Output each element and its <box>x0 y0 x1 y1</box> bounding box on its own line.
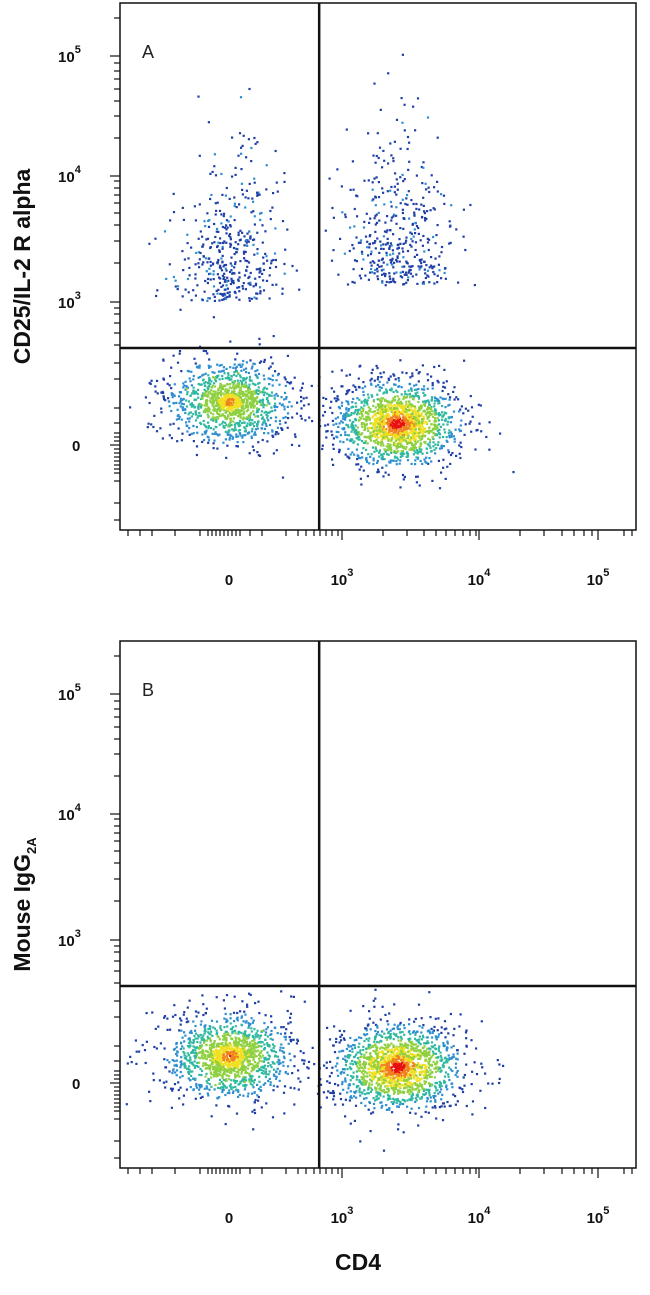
y-tick-label: 0 <box>72 1076 80 1093</box>
y-axis-title: CD25/IL-2 R alpha <box>9 169 35 365</box>
y-tick-label: 105 <box>58 44 81 66</box>
x-axis-ticks <box>127 530 633 540</box>
population-core-2 <box>364 399 438 450</box>
x-tick-label: 104 <box>468 567 492 589</box>
population-4 <box>324 53 476 287</box>
y-tick-label: 103 <box>58 290 81 312</box>
plot-panels: A 0 103 104 105 0 103 104 105 CD25/IL-2 R alpha B 0… <box>9 2 637 1275</box>
y-tick-label: 0 <box>72 438 80 455</box>
y-tick-label: 104 <box>58 802 82 824</box>
panel-label: A <box>142 42 154 62</box>
population-3 <box>148 87 301 302</box>
x-axis-ticks <box>127 1168 633 1178</box>
x-tick-label: 0 <box>225 1210 233 1227</box>
x-tick-label: 103 <box>331 567 354 589</box>
panel-b: B 0 103 104 105 0 103 104 105 Mouse IgG2A CD4 <box>9 640 637 1275</box>
plot-frame <box>119 2 637 531</box>
plot-frame <box>119 640 637 1169</box>
population-core-2 <box>357 1038 438 1090</box>
event-dots <box>125 988 505 1152</box>
y-tick-label: 103 <box>58 928 81 950</box>
population-core-1 <box>201 1029 264 1087</box>
y-tick-label: 105 <box>58 682 81 704</box>
x-tick-label: 0 <box>225 572 233 589</box>
population-core-1 <box>185 371 268 428</box>
y-axis-title: Mouse IgG2A <box>9 837 39 972</box>
panel-label: B <box>142 680 154 700</box>
x-tick-label: 105 <box>587 1205 610 1227</box>
panel-a: A 0 103 104 105 0 103 104 105 CD25/IL-2 R alpha <box>9 2 637 589</box>
x-tick-label: 103 <box>331 1205 354 1227</box>
y-tick-label: 104 <box>58 164 82 186</box>
x-tick-label: 104 <box>468 1205 492 1227</box>
y-axis-ticks <box>110 17 120 521</box>
x-tick-label: 105 <box>587 567 610 589</box>
event-dots <box>129 53 515 490</box>
y-axis-ticks <box>110 655 120 1159</box>
x-axis-title: CD4 <box>335 1249 381 1275</box>
